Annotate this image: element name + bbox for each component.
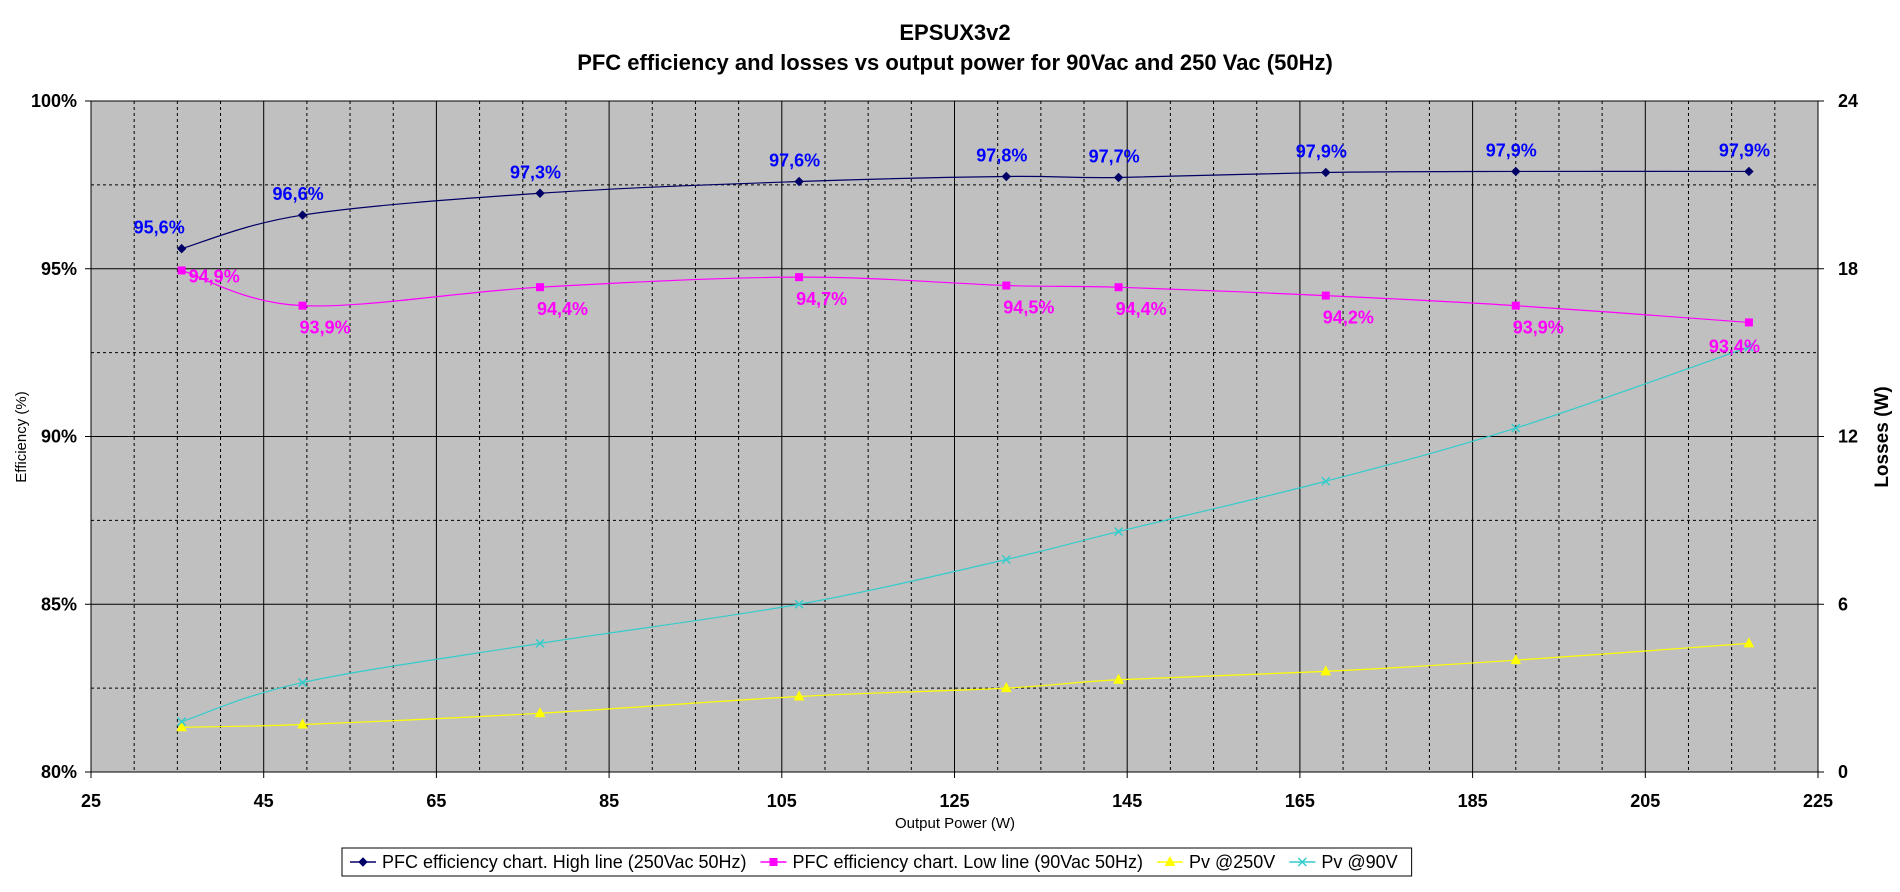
efficiency-high-line-line [181, 170, 1749, 250]
legend-swatch-marker [358, 857, 368, 867]
high-line-data-label: 95,6% [134, 218, 185, 238]
x-tick-label: 25 [81, 791, 101, 811]
efficiency-low-line-point [1744, 318, 1753, 327]
legend-box [341, 847, 1413, 877]
losses-90v-point [1114, 527, 1124, 537]
losses-250v-point [793, 690, 805, 701]
efficiency-high-line-point [1511, 166, 1521, 177]
high-line-data-label: 97,7% [1089, 146, 1140, 166]
y2-tick-label: 0 [1838, 762, 1848, 782]
y2-tick-label: 24 [1838, 91, 1858, 111]
losses-250v-point [1000, 682, 1012, 693]
high-line-data-label: 96,6% [273, 184, 324, 204]
y2-tick-label: 18 [1838, 259, 1858, 279]
y2-tick-label: 6 [1838, 594, 1848, 614]
losses-250v-point [1743, 637, 1755, 648]
legend-entry-label: Pv @90V [1321, 852, 1397, 872]
efficiency-low-line-point [177, 266, 186, 275]
efficiency-high-line-point [1744, 166, 1754, 177]
efficiency-low-line-point [298, 301, 307, 310]
x-tick-label: 165 [1285, 791, 1315, 811]
y2-axis-label: Losses (W) [1872, 386, 1893, 487]
x-tick-label: 125 [939, 791, 969, 811]
efficiency-high-line-point [1321, 167, 1331, 178]
legend-entry-label: Pv @250V [1189, 852, 1275, 872]
efficiency-high-line-point [794, 176, 804, 187]
efficiency-low-line-point [795, 273, 804, 282]
low-line-data-label: 94,4% [537, 299, 588, 319]
low-line-data-label: 94,9% [189, 266, 240, 286]
y-tick-label: 85% [41, 594, 77, 614]
x-tick-label: 85 [599, 791, 619, 811]
legend-swatch-marker [1297, 857, 1307, 867]
high-line-data-label: 97,9% [1486, 140, 1537, 160]
efficiency-low-line-point [1321, 291, 1330, 300]
efficiency-high-line-point [1113, 172, 1124, 183]
x-tick-label: 225 [1803, 791, 1833, 811]
legend-swatch-marker [769, 858, 778, 866]
x-tick-label: 145 [1112, 791, 1142, 811]
high-line-data-label: 97,8% [976, 145, 1027, 165]
losses-250v-point [1510, 654, 1522, 665]
efficiency-low-line-line [181, 269, 1749, 324]
x-tick-label: 205 [1630, 791, 1660, 811]
y-tick-label: 80% [41, 762, 77, 782]
losses-90v-point [1511, 423, 1521, 433]
losses-90v-point [1321, 476, 1331, 486]
high-line-data-label: 97,6% [769, 151, 820, 171]
x-tick-label: 105 [767, 791, 797, 811]
losses-250v-point [297, 718, 308, 729]
low-line-data-label: 94,2% [1323, 308, 1374, 328]
high-line-data-label: 97,9% [1719, 140, 1770, 160]
losses-90v-point [298, 678, 308, 688]
y-tick-label: 95% [41, 259, 77, 279]
efficiency-high-line-point [535, 188, 545, 198]
efficiency-low-line-point [536, 283, 545, 292]
high-line-data-label: 97,9% [1296, 141, 1347, 161]
efficiency-low-line-point [1511, 301, 1520, 310]
y2-tick-label: 12 [1838, 427, 1858, 447]
legend: PFC efficiency chart. High line (250Vac … [341, 847, 1413, 877]
x-tick-label: 185 [1458, 791, 1488, 811]
y-tick-label: 90% [41, 427, 77, 447]
losses-250v-point [1113, 673, 1124, 684]
efficiency-high-line-point [297, 210, 308, 220]
x-tick-label: 45 [254, 791, 274, 811]
efficiency-low-line-point [1114, 283, 1123, 292]
losses-90v-point [794, 599, 804, 609]
low-line-data-label: 93,4% [1709, 336, 1760, 356]
legend-entry-label: PFC efficiency chart. Low line (90Vac 50… [793, 852, 1143, 872]
chart-title: EPSUX3v2 [899, 20, 1010, 45]
efficiency-low-line-point [1002, 281, 1011, 290]
legend-entry-label: PFC efficiency chart. High line (250Vac … [382, 852, 747, 872]
losses-90v-line [181, 346, 1750, 723]
y-axis-label: Efficiency (%) [13, 391, 30, 482]
x-axis-label: Output Power (W) [895, 815, 1015, 832]
y-tick-label: 100% [31, 91, 77, 111]
efficiency-high-line-point [1001, 171, 1012, 182]
high-line-data-label: 97,3% [510, 162, 561, 182]
low-line-data-label: 94,7% [796, 289, 847, 309]
low-line-data-label: 94,5% [1003, 298, 1054, 318]
low-line-data-label: 93,9% [300, 318, 351, 338]
low-line-data-label: 94,4% [1116, 299, 1167, 319]
legend-swatch-marker [1164, 855, 1176, 866]
losses-250v-line [181, 642, 1749, 728]
losses-90v-point [1001, 554, 1011, 565]
losses-90v-point [177, 717, 187, 727]
losses-250v-point [1320, 665, 1332, 676]
losses-90v-point [1744, 342, 1754, 352]
chart-subtitle: PFC efficiency and losses vs output powe… [577, 50, 1333, 75]
losses-90v-point [535, 638, 545, 648]
low-line-data-label: 93,9% [1513, 318, 1564, 338]
x-tick-label: 65 [426, 791, 446, 811]
efficiency-high-line-point [176, 243, 187, 254]
losses-250v-point [176, 721, 187, 732]
losses-250v-point [534, 707, 546, 718]
